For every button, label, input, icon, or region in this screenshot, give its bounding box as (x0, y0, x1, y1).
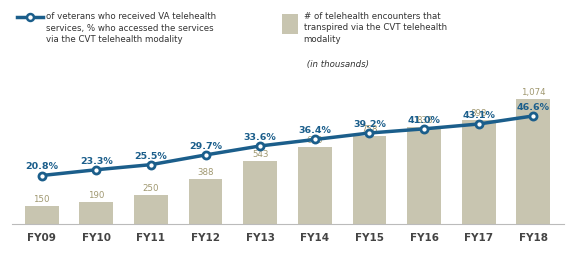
Bar (189, 179, 223, 224)
Text: 20.8%: 20.8% (25, 162, 58, 171)
Text: 660: 660 (306, 136, 323, 145)
Point (420, 127, 429, 131)
Text: # of telehealth encounters that
transpired via the CVT telehealth
modality: # of telehealth encounters that transpir… (304, 12, 447, 44)
Bar (407, 127, 441, 224)
Text: 41.0%: 41.0% (408, 116, 440, 125)
Text: 150: 150 (33, 195, 50, 204)
Point (146, 162, 155, 167)
Text: 25.5%: 25.5% (135, 152, 167, 160)
Text: 39.2%: 39.2% (353, 120, 386, 129)
Point (201, 153, 210, 157)
Text: 46.6%: 46.6% (517, 103, 550, 112)
Text: 29.7%: 29.7% (189, 142, 222, 151)
Bar (298, 147, 332, 224)
Text: 898: 898 (470, 109, 487, 118)
Text: 36.4%: 36.4% (298, 126, 331, 135)
Text: 543: 543 (252, 150, 269, 159)
Text: 1,074: 1,074 (521, 88, 546, 98)
Text: 33.6%: 33.6% (244, 133, 277, 142)
Text: of veterans who received VA telehealth
services, % who accessed the services
via: of veterans who received VA telehealth s… (46, 12, 216, 44)
Text: 250: 250 (143, 184, 159, 193)
Point (365, 131, 374, 135)
Bar (352, 136, 386, 224)
Bar (79, 202, 113, 224)
Point (91, 168, 101, 172)
Text: 758: 758 (361, 125, 378, 134)
Text: 23.3%: 23.3% (80, 157, 113, 166)
Text: 388: 388 (197, 168, 214, 177)
Text: (in thousands): (in thousands) (304, 60, 369, 69)
Bar (134, 195, 168, 224)
Bar (516, 100, 550, 224)
Text: 838: 838 (416, 116, 432, 125)
Bar (462, 120, 496, 224)
Text: 190: 190 (88, 191, 105, 200)
Point (310, 137, 320, 141)
Text: 43.1%: 43.1% (462, 111, 495, 120)
Point (255, 144, 264, 148)
Bar (243, 161, 277, 224)
Point (474, 122, 484, 126)
Bar (25, 206, 59, 224)
Point (37, 173, 46, 178)
Point (529, 114, 538, 118)
